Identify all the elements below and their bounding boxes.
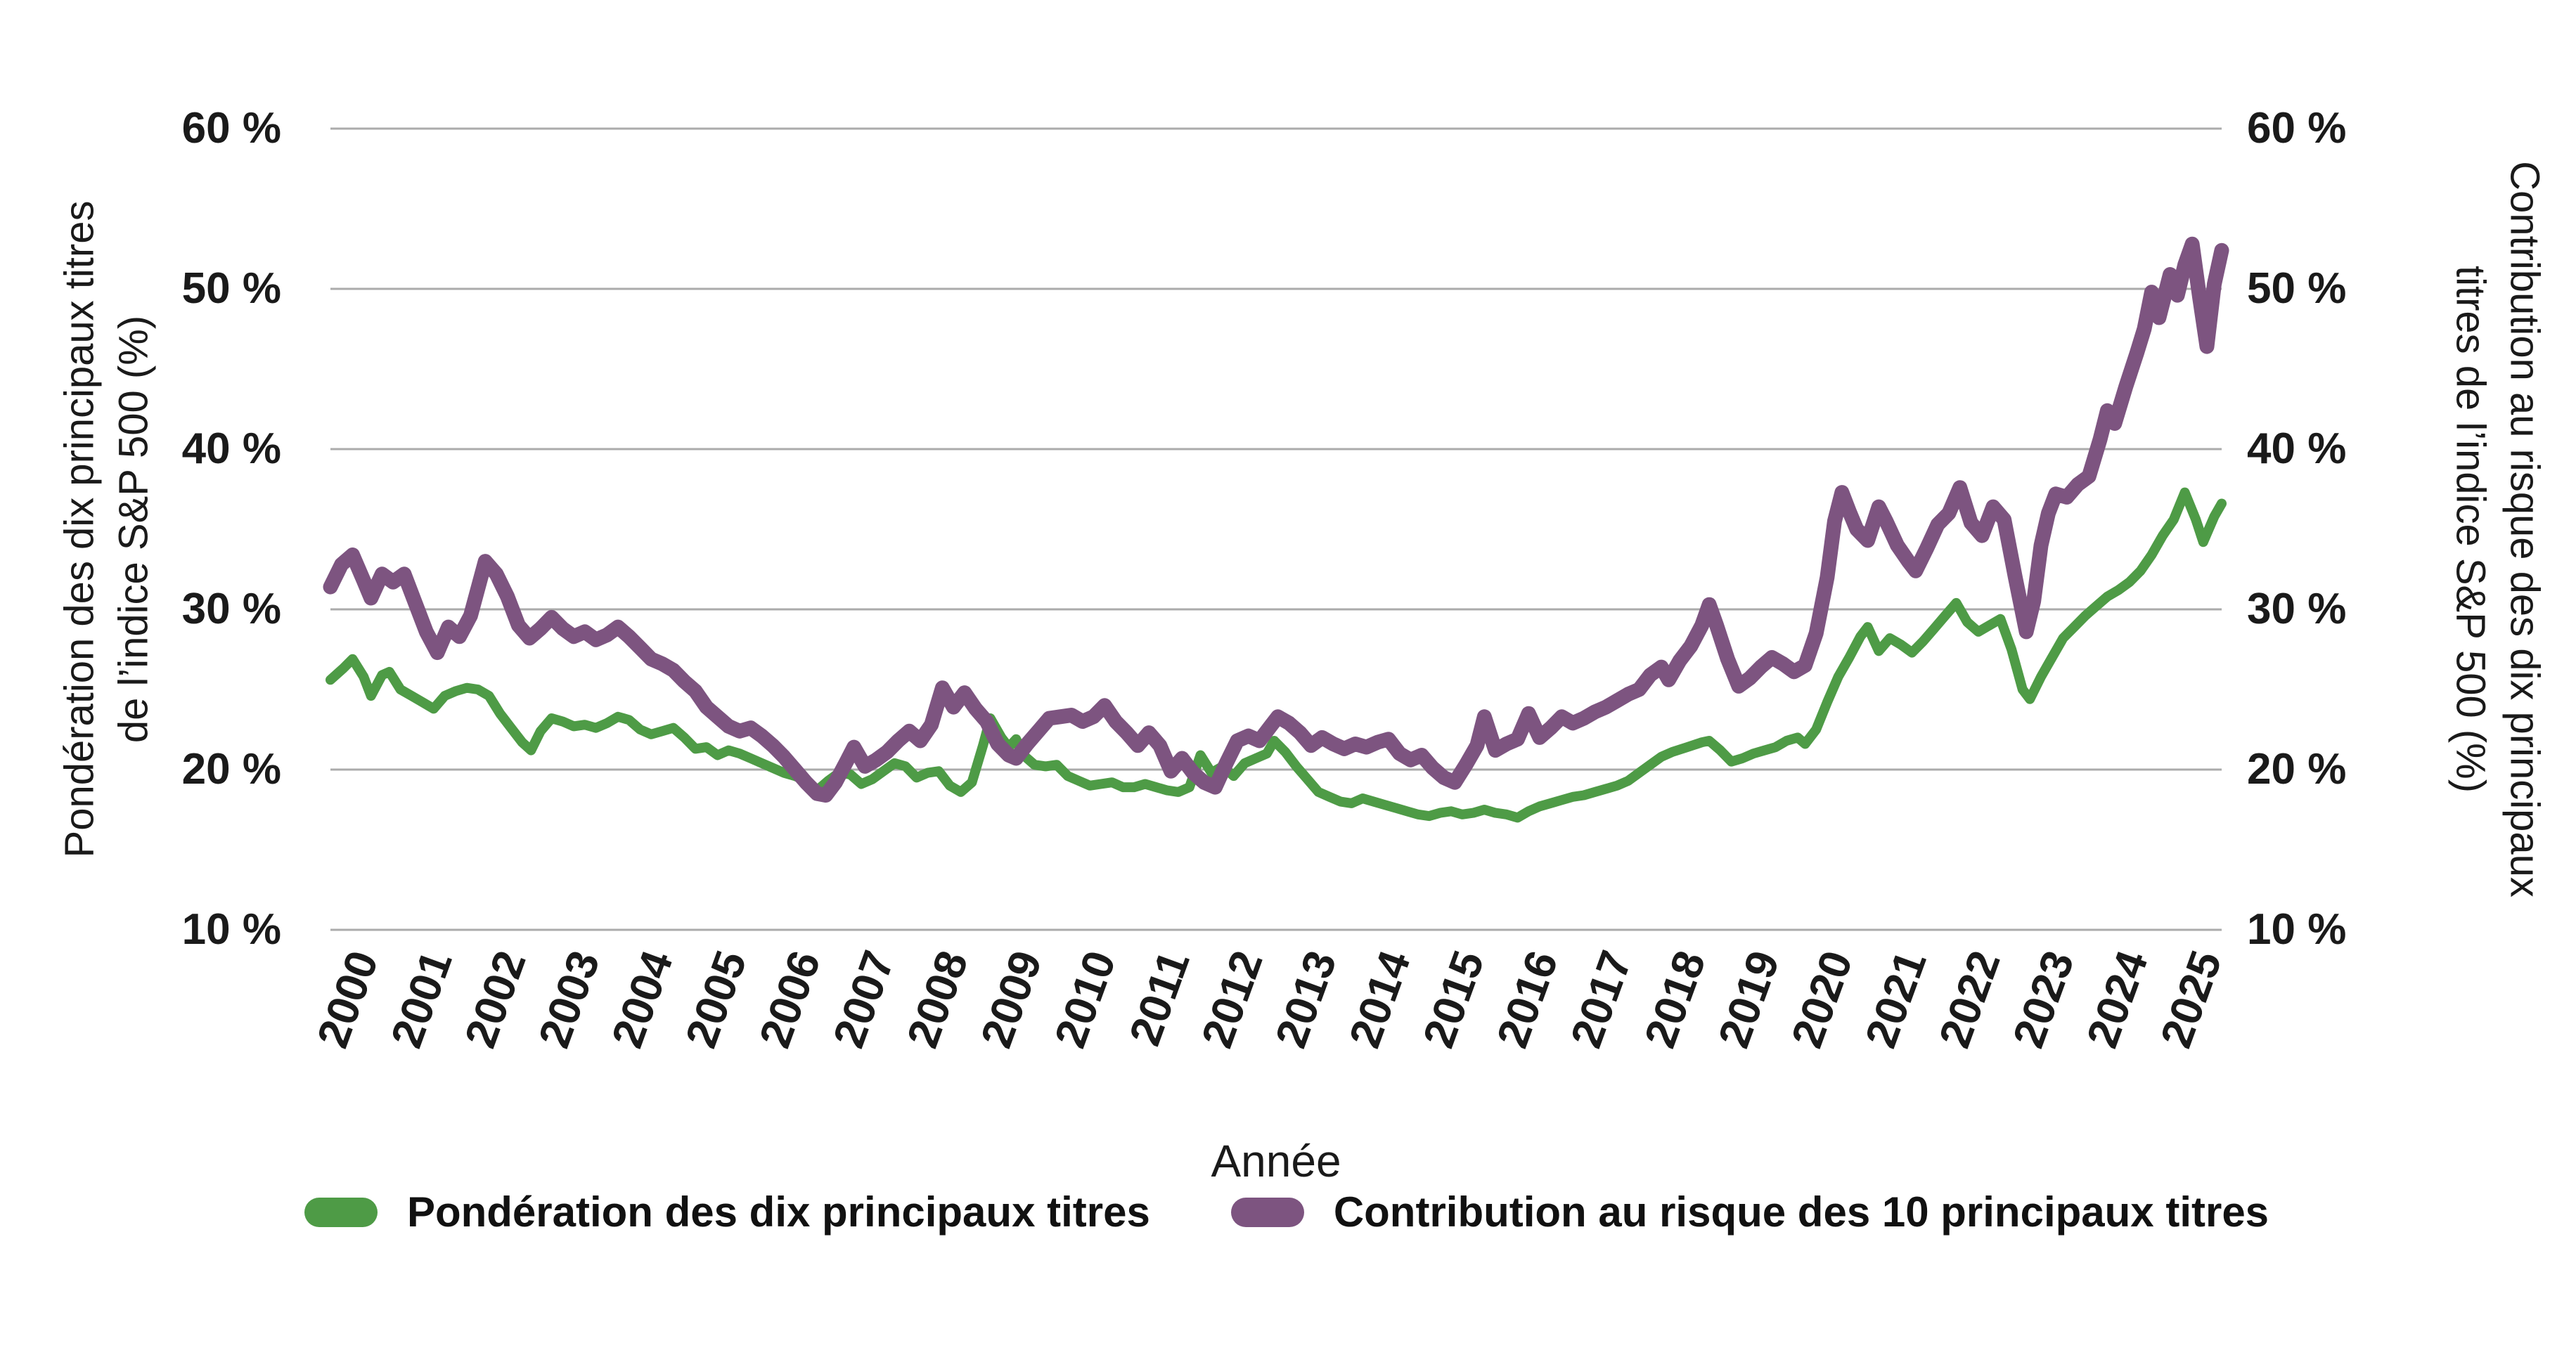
y-tick-right-50: 50 %	[2247, 264, 2347, 313]
y-tick-left-10: 10 %	[181, 905, 281, 954]
legend-entry-contribution: Contribution au risque des 10 principaux…	[1230, 1188, 2269, 1236]
legend-swatch-green	[304, 1197, 378, 1227]
y-tick-left-50: 50 %	[181, 264, 281, 313]
y-tick-left-20: 20 %	[181, 745, 281, 793]
y-tick-right-20: 20 %	[2247, 745, 2347, 793]
series-line-contribution	[323, 236, 2229, 803]
y-tick-right-40: 40 %	[2247, 425, 2347, 473]
legend-swatch-purple	[1230, 1197, 1304, 1227]
x-axis-title: Année	[1211, 1136, 1341, 1186]
y-tick-right-30: 30 %	[2247, 585, 2347, 633]
y-tick-right-10: 10 %	[2247, 905, 2347, 954]
legend: Pondération des dix principaux titres Co…	[232, 1188, 2341, 1236]
y-axis-title-right-line1: Contribution au risque des dix principau…	[2501, 161, 2548, 897]
y-tick-left-40: 40 %	[181, 425, 281, 473]
series-line-ponderation	[326, 487, 2227, 823]
y-tick-right-60: 60 %	[2247, 104, 2347, 153]
legend-entry-ponderation: Pondération des dix principaux titres	[304, 1188, 1150, 1236]
legend-label-ponderation: Pondération des dix principaux titres	[406, 1188, 1150, 1236]
legend-label-contribution: Contribution au risque des 10 principaux…	[1333, 1188, 2269, 1236]
y-tick-left-60: 60 %	[181, 104, 281, 153]
y-tick-left-30: 30 %	[181, 585, 281, 633]
